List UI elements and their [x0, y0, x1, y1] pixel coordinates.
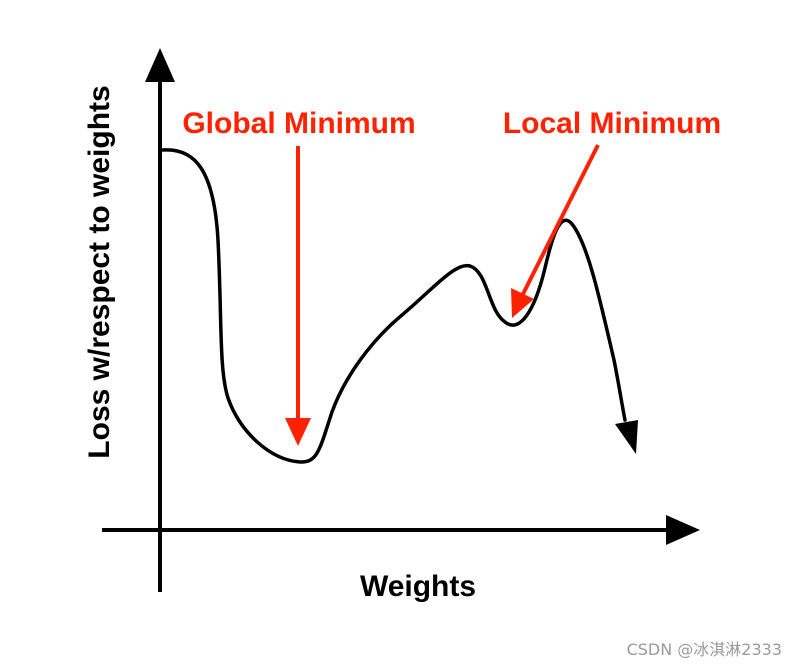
- x-axis: [102, 515, 700, 545]
- local-minimum-arrow: [511, 144, 600, 318]
- x-axis-label: Weights: [360, 570, 476, 603]
- global-minimum-arrow: [285, 146, 311, 446]
- y-axis-arrowhead: [145, 48, 175, 82]
- global-minimum-arrowhead: [285, 418, 311, 446]
- watermark-text: CSDN @冰淇淋2333: [626, 640, 782, 659]
- y-axis: [145, 48, 175, 592]
- x-axis-arrowhead: [666, 515, 700, 545]
- local-minimum-arrowhead: [511, 288, 534, 318]
- local-minimum-label: Local Minimum: [503, 107, 721, 140]
- y-axis-label: Loss w/respect to weights: [83, 85, 116, 458]
- curve-arrowhead: [615, 420, 638, 454]
- global-minimum-label: Global Minimum: [182, 107, 415, 140]
- loss-curve: [161, 148, 627, 464]
